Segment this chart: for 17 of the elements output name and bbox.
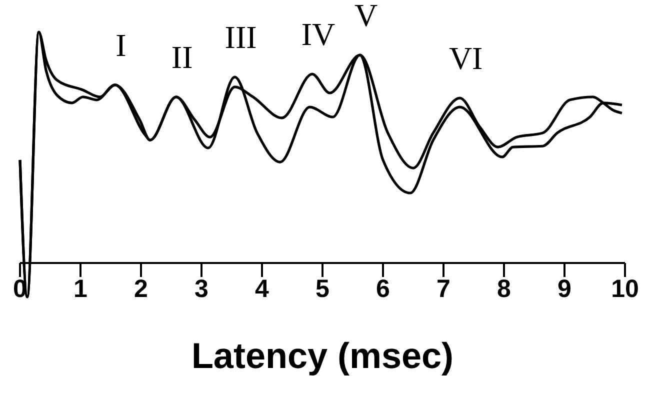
x-tick-label: 3: [194, 274, 208, 303]
x-tick-label: 5: [316, 274, 330, 303]
annotation: VI: [448, 40, 483, 76]
annotation: IV: [301, 16, 336, 52]
annotation: III: [224, 19, 257, 56]
x-tick-label: 9: [558, 274, 572, 303]
annotation: II: [171, 38, 193, 75]
x-tick-label: 2: [134, 274, 148, 303]
x-tick-label: 1: [74, 274, 88, 303]
x-tick-label: 4: [255, 274, 270, 303]
x-tick-label: 8: [497, 274, 512, 303]
x-axis-title: Latency (msec): [191, 335, 454, 376]
x-tick-label: 6: [376, 274, 390, 303]
x-tick-label: 10: [611, 274, 639, 303]
annotation: V: [354, 0, 378, 34]
annotation: I: [116, 26, 126, 63]
x-tick-label: 7: [436, 274, 450, 303]
